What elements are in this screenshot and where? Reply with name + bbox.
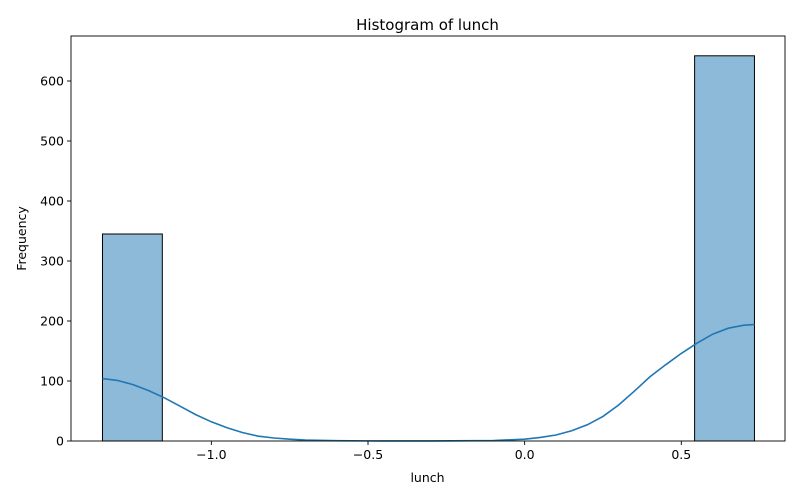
x-axis-ticks: −1.0 −0.5 0.0 0.5 (196, 441, 691, 462)
y-tick-label-0: 0 (56, 434, 64, 449)
y-tick-label-6: 600 (40, 74, 64, 89)
x-tick-label-0: −1.0 (196, 447, 226, 462)
y-tick-label-3: 300 (40, 254, 64, 269)
histogram-bar-1 (694, 55, 755, 442)
y-tick-label-1: 100 (40, 374, 64, 389)
x-tick-label-3: 0.5 (671, 447, 691, 462)
kde-curve (102, 323, 755, 442)
x-axis-label: lunch (410, 470, 444, 485)
chart-title: Histogram of lunch (356, 16, 499, 34)
y-tick-label-4: 400 (40, 194, 64, 209)
y-axis-ticks: 0 100 200 300 400 500 600 (40, 74, 71, 449)
histogram-bars (101, 55, 755, 442)
y-axis-label: Frequency (14, 206, 29, 271)
x-tick-label-2: 0.0 (515, 447, 535, 462)
histogram-bar-0 (101, 233, 163, 442)
plot-frame (70, 35, 786, 442)
x-tick-label-1: −0.5 (353, 447, 383, 462)
y-tick-label-5: 500 (40, 134, 64, 149)
y-tick-label-2: 200 (40, 314, 64, 329)
